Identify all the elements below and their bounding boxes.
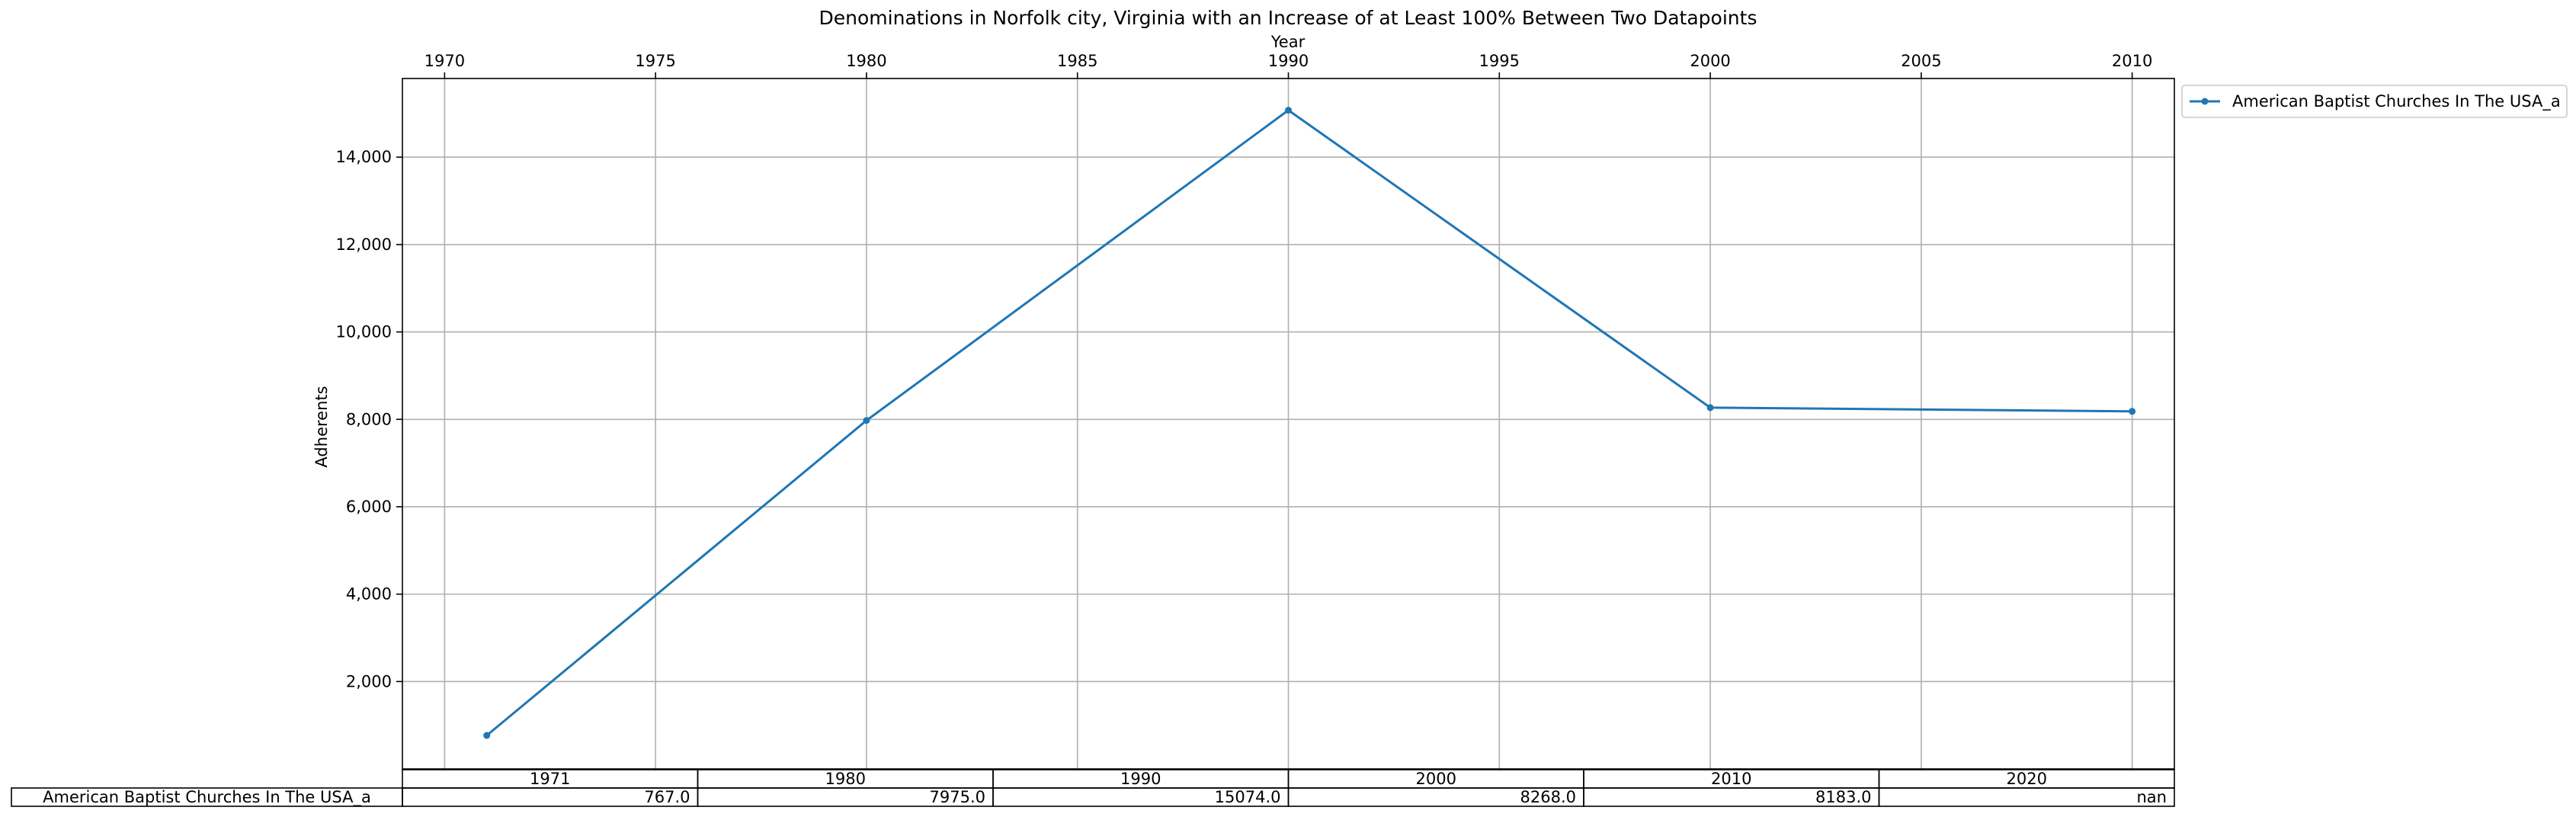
table-cell-value: 767.0 <box>644 788 690 806</box>
data-point <box>1285 107 1292 114</box>
data-point <box>1706 404 1714 412</box>
x-axis-ticks: 1970 1975 1980 1985 1990 1995 2000 2005 2010 <box>425 52 2152 78</box>
table-row-label: American Baptist Churches In The USA_a <box>43 788 371 807</box>
legend-marker <box>2201 98 2209 105</box>
x-tick-label: 2005 <box>1901 52 1941 70</box>
series-layer <box>483 107 2136 739</box>
x-tick-label: 2000 <box>1690 52 1730 70</box>
series-line <box>485 108 2132 737</box>
table-header-text: 1971 <box>530 770 570 788</box>
y-tick-label: 14,000 <box>336 148 392 166</box>
plot-frame <box>402 78 2175 770</box>
data-point <box>863 417 870 424</box>
table-header-text: 1980 <box>825 770 866 788</box>
table-cell <box>1878 787 2175 807</box>
table-header-text: 1990 <box>1120 770 1161 788</box>
x-tick-label: 1970 <box>425 52 465 70</box>
legend-label: American Baptist Churches In The USA_a <box>2232 92 2561 111</box>
y-tick-label: 4,000 <box>346 585 392 604</box>
y-tick-label: 10,000 <box>336 323 392 341</box>
x-tick-label: 1990 <box>1268 52 1309 70</box>
y-axis-ticks: 2,000 4,000 6,000 8,000 10,000 12,000 14,000 <box>336 148 402 690</box>
x-tick-label: 1985 <box>1057 52 1097 70</box>
table-cell-value: 8268.0 <box>1520 788 1576 806</box>
table-header-text: 2000 <box>1416 770 1456 788</box>
legend: American Baptist Churches In The USA_a <box>2181 85 2568 118</box>
table-cell-value: 8183.0 <box>1815 788 1871 806</box>
chart-title: Denominations in Norfolk city, Virginia … <box>819 7 1757 29</box>
table-header-text: 2010 <box>1711 770 1751 788</box>
data-point <box>483 732 491 739</box>
table-cell-value: 15074.0 <box>1215 788 1281 806</box>
grid-lines <box>402 78 2174 769</box>
table-cell-value: nan <box>2137 788 2167 806</box>
x-tick-label: 1980 <box>846 52 886 70</box>
y-tick-label: 12,000 <box>336 235 392 254</box>
legend-box <box>2181 85 2568 118</box>
y-axis-label: Adherents <box>312 386 331 467</box>
data-table: 1971 1980 1990 2000 2010 2020 American Baptist… <box>11 769 2175 807</box>
x-tick-label: 1995 <box>1479 52 1520 70</box>
x-axis-label: Year <box>1270 33 1306 51</box>
y-tick-label: 6,000 <box>346 498 392 516</box>
table-header-text: 2020 <box>2007 770 2047 788</box>
x-tick-label: 1975 <box>635 52 675 70</box>
y-tick-label: 8,000 <box>346 410 392 428</box>
y-tick-label: 2,000 <box>346 672 392 690</box>
data-point <box>2129 408 2136 415</box>
table-cell-value: 7975.0 <box>930 788 985 806</box>
x-tick-label: 2010 <box>2112 52 2152 70</box>
